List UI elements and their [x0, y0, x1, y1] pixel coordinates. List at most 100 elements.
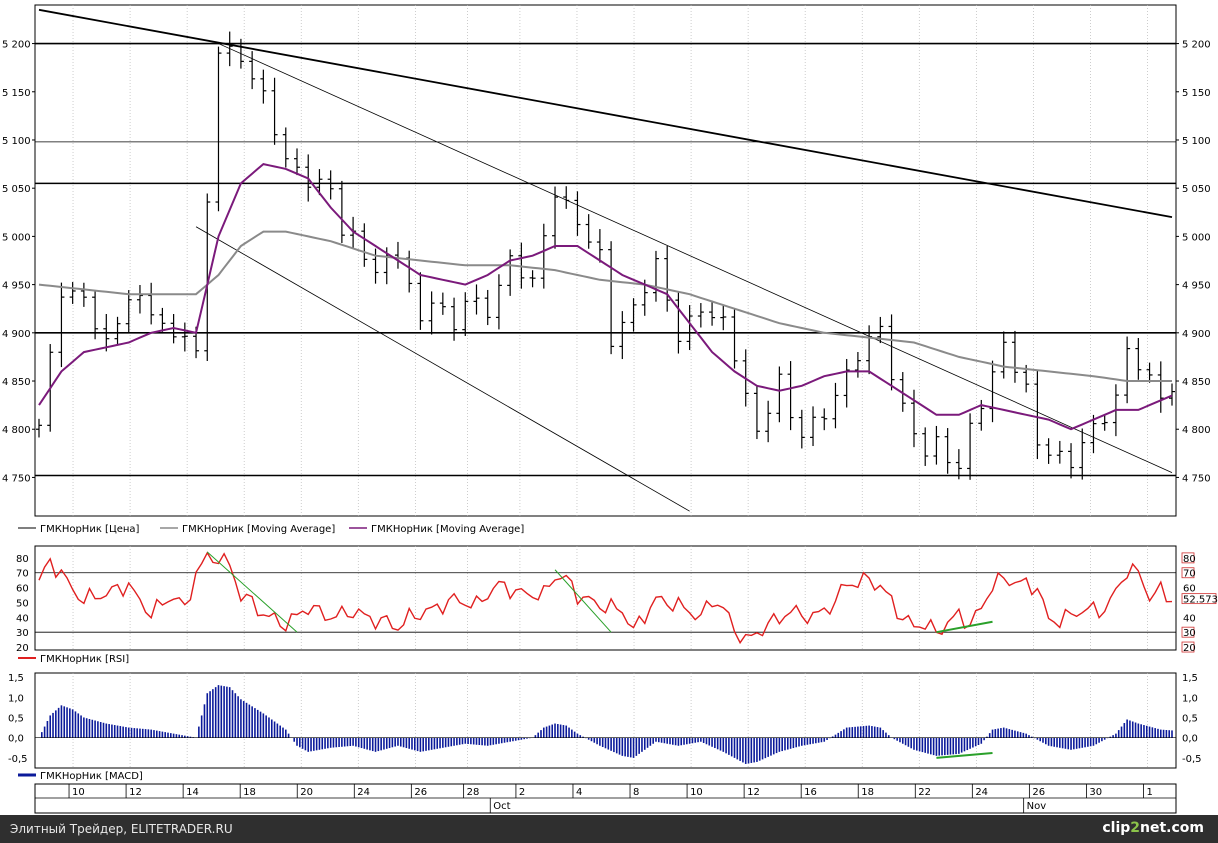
price-bar [282, 127, 289, 168]
price-bar [58, 282, 65, 368]
macd-tick-label-right: 0,5 [1182, 713, 1198, 724]
macd-tick-label-left: 0,0 [8, 734, 24, 745]
price-bar [989, 360, 996, 423]
macd-tick-label-right: 0,0 [1182, 734, 1198, 745]
price-tick-label-right: 4 900 [1182, 329, 1211, 340]
price-bar [361, 223, 368, 267]
price-bar [552, 186, 559, 249]
price-bar [148, 282, 155, 325]
price-bar [652, 250, 659, 302]
brand-tld: .com [1166, 820, 1204, 836]
price-bar [1068, 443, 1075, 479]
panel-frame-price [34, 4, 1177, 517]
price-bar [619, 311, 626, 360]
rsi-tick-label-right: 40 [1183, 613, 1196, 624]
price-bar [1101, 414, 1108, 431]
macd-tick-label-left: 1,0 [8, 693, 24, 704]
price-bar [36, 418, 42, 438]
legend-price: ГМКНорНик [Цена] [40, 524, 140, 535]
legend-macd: ГМКНорНик [MACD] [40, 771, 143, 782]
price-bar [697, 303, 704, 328]
macd-histogram [41, 685, 1173, 764]
date-tick-label: 26 [1032, 787, 1045, 798]
price-bar [451, 297, 458, 341]
price-bar [540, 223, 547, 289]
legend-ma-fast: ГМКНорНик [Moving Average] [371, 524, 524, 535]
panel-frame-macd [34, 672, 1177, 769]
price-bar [428, 291, 435, 335]
price-bar [1124, 336, 1131, 404]
price-tick-label-left: 4 750 [2, 473, 31, 484]
price-bar [1045, 438, 1052, 464]
price-bar [967, 413, 974, 480]
price-bar [1056, 440, 1063, 464]
price-bar [294, 148, 301, 176]
price-bar [731, 308, 738, 369]
macd-trendlines [936, 752, 993, 759]
rsi-tick-label-right: 52.573 [1183, 595, 1218, 606]
price-bar [226, 31, 233, 67]
price-bar [103, 313, 110, 352]
price-bar [810, 406, 817, 447]
price-bar [574, 191, 581, 236]
price-bar [563, 186, 570, 209]
price-bar [125, 290, 132, 333]
price-trendline [218, 43, 1173, 473]
rsi-line [38, 551, 1173, 645]
month-tick-label: Nov [1027, 801, 1047, 812]
date-tick-label: 24 [975, 787, 988, 798]
price-tick-label-left: 4 800 [2, 425, 31, 436]
price-bar [316, 169, 323, 196]
price-bar [92, 290, 99, 340]
price-bar [1169, 383, 1175, 406]
rsi-tick-label-right: 30 [1183, 628, 1196, 639]
price-bar [80, 282, 87, 307]
price-bar [1146, 362, 1153, 383]
price-bar [249, 51, 256, 90]
rsi-tick-label-left: 80 [16, 554, 29, 565]
price-tick-label-left: 4 950 [2, 281, 31, 292]
price-tick-label-right: 5 000 [1182, 232, 1211, 243]
date-tick-label: 18 [243, 787, 256, 798]
brand-suffix: net [1140, 820, 1167, 836]
price-bar [181, 322, 188, 352]
price-bar [641, 279, 648, 316]
price-tick-label-left: 5 150 [2, 88, 31, 99]
ma-slow-line [38, 230, 1172, 382]
rsi-tick-label-left: 30 [16, 628, 29, 639]
price-bar [776, 366, 783, 423]
panel-frame-rsi [34, 545, 1177, 651]
date-tick-label: 4 [576, 787, 582, 798]
price-bar [843, 358, 850, 408]
rsi-trendline [936, 620, 993, 634]
price-bar [1011, 330, 1018, 383]
price-bar [136, 285, 143, 314]
price-bar [608, 241, 615, 355]
price-tick-label-right: 5 050 [1182, 184, 1211, 195]
price-bar [473, 284, 480, 315]
price-bar [922, 427, 929, 466]
price-bar [417, 272, 424, 330]
price-legend: ГМКНорНик [Цена] ГМКНорНик [Moving Avera… [18, 524, 524, 535]
price-bar [787, 361, 794, 431]
date-tick-label: 28 [467, 787, 480, 798]
price-tick-label-right: 4 800 [1182, 425, 1211, 436]
price-bar [720, 304, 727, 331]
price-tick-label-left: 4 850 [2, 377, 31, 388]
price-trendline [38, 8, 1173, 218]
price-bar [1079, 428, 1086, 480]
price-tick-label-right: 4 750 [1182, 473, 1211, 484]
price-tick-label-left: 5 050 [2, 184, 31, 195]
price-bar [686, 305, 693, 351]
price-bar [675, 290, 682, 354]
rsi-tick-label-right: 80 [1183, 554, 1196, 565]
price-bar [1135, 338, 1142, 380]
date-tick-label: 20 [300, 787, 313, 798]
price-bar [765, 400, 772, 443]
price-bar [664, 245, 671, 312]
price-tick-label-right: 4 850 [1182, 377, 1211, 388]
price-bar [114, 316, 121, 346]
price-bar [159, 307, 166, 332]
ma-fast-line [38, 163, 1173, 431]
